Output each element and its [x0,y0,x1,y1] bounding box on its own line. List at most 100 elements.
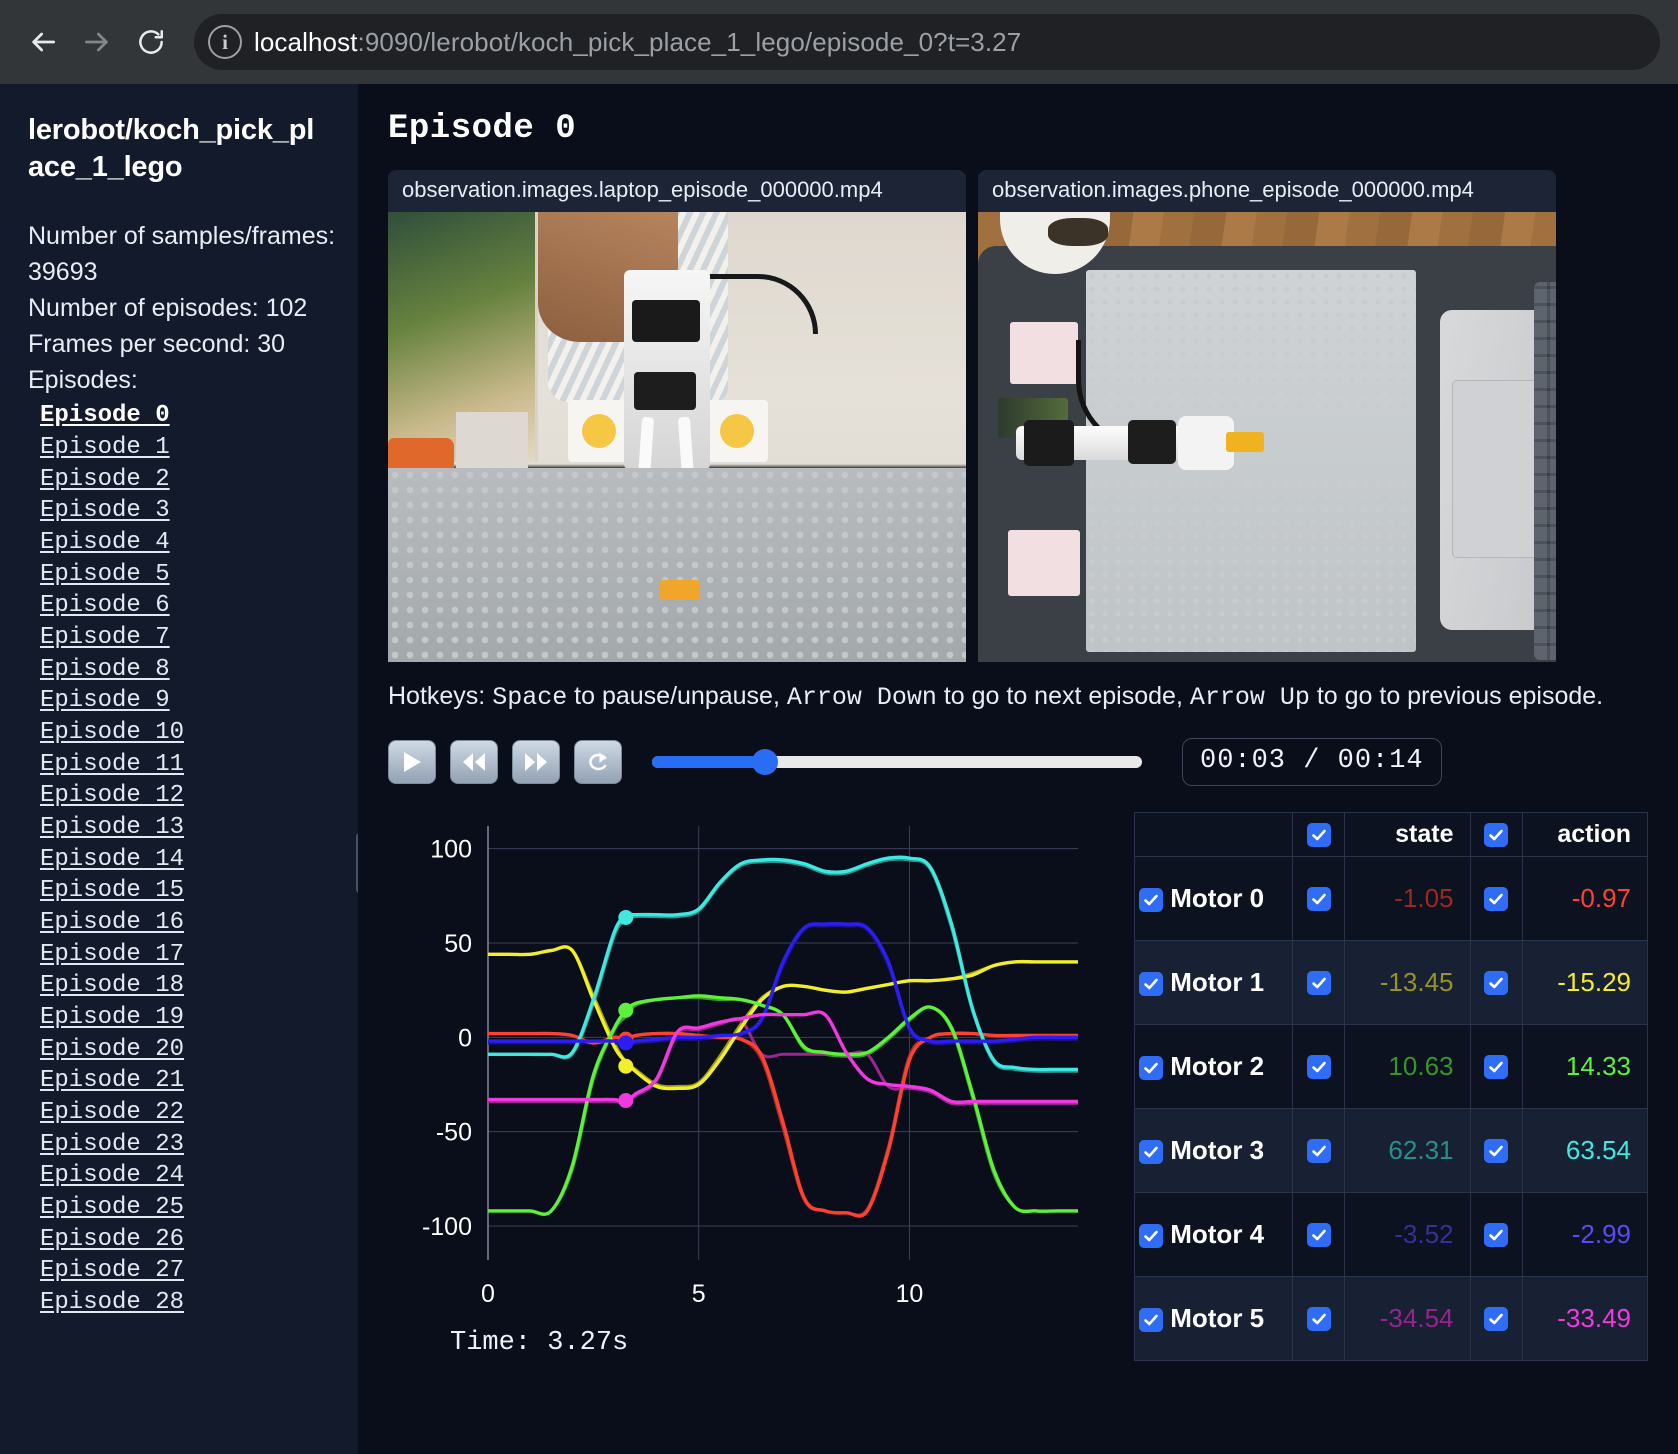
video-player-phone[interactable] [978,212,1556,662]
address-bar[interactable]: i localhost:9090/lerobot/koch_pick_place… [194,14,1660,70]
sidebar-item-episode-7[interactable]: Episode 7 [40,623,170,651]
play-button[interactable] [388,740,436,784]
motor-5-action-checkbox-cell[interactable] [1469,1276,1523,1361]
sidebar-item-episode-20[interactable]: Episode 20 [40,1035,185,1063]
sidebar-item-episode-24[interactable]: Episode 24 [40,1162,185,1190]
motor-4-state-checkbox[interactable] [1306,1222,1331,1247]
sidebar-resize-handle[interactable] [356,832,358,894]
motor-2-action-checkbox-cell[interactable] [1469,1024,1523,1109]
lego-baseplate [388,468,966,662]
table-row: Motor 4 -3.52 -2.99 [1134,1192,1648,1277]
sidebar-item-episode-18[interactable]: Episode 18 [40,972,185,1000]
y-axis-tick-label: 100 [430,836,472,864]
sidebar-item-episode-16[interactable]: Episode 16 [40,908,185,936]
motor-3-state-value: 62.31 [1344,1108,1471,1193]
sidebar-item-episode-9[interactable]: Episode 9 [40,687,170,715]
episode-list-item: Episode 26 [28,1224,358,1256]
motor-2-state-checkbox[interactable] [1306,1054,1331,1079]
motor-5-action-checkbox[interactable] [1484,1306,1508,1331]
motor-4-state-checkbox-cell[interactable] [1292,1192,1345,1277]
motor-0-checkbox[interactable] [1139,888,1163,913]
sidebar-item-episode-25[interactable]: Episode 25 [40,1194,185,1222]
sidebar-item-episode-4[interactable]: Episode 4 [40,528,170,556]
motor-4-action-checkbox-cell[interactable] [1469,1192,1523,1277]
motor-0-action-checkbox-cell[interactable] [1469,856,1523,941]
sidebar-item-episode-8[interactable]: Episode 8 [40,655,170,683]
motor-0-state-checkbox[interactable] [1306,886,1331,911]
fast-forward-button[interactable] [512,740,560,784]
motor-1-state-checkbox[interactable] [1306,970,1331,995]
action-column-checkbox[interactable] [1484,822,1508,847]
site-info-icon[interactable]: i [208,25,242,59]
motor-0-state-checkbox-cell[interactable] [1292,856,1345,941]
episode-list-item: Episode 12 [28,780,358,812]
motor-5-state-checkbox-cell[interactable] [1292,1276,1345,1361]
motor-2-checkbox[interactable] [1139,1056,1163,1081]
sidebar-item-episode-28[interactable]: Episode 28 [40,1289,185,1317]
motor-1-state-checkbox-cell[interactable] [1292,940,1345,1025]
motor-4-action-checkbox[interactable] [1484,1222,1508,1247]
hotkey-arrow-down: Arrow Down [786,683,937,712]
reload-button[interactable] [126,17,176,67]
sidebar-item-episode-13[interactable]: Episode 13 [40,813,185,841]
state-column-checkbox[interactable] [1306,822,1331,847]
sidebar-item-episode-6[interactable]: Episode 6 [40,592,170,620]
motor-row-label-cell: Motor 4 [1134,1192,1293,1277]
header-state-checkbox-cell[interactable] [1292,812,1345,857]
header-action-checkbox-cell[interactable] [1469,812,1523,857]
motor-5-state-checkbox[interactable] [1306,1306,1331,1331]
motor-3-action-checkbox[interactable] [1484,1138,1508,1163]
seek-bar[interactable] [652,749,1142,775]
series-line [488,1031,1078,1218]
video-card-phone: observation.images.phone_episode_000000.… [978,170,1556,662]
sidebar-item-episode-27[interactable]: Episode 27 [40,1257,185,1285]
fast-forward-icon [523,751,549,773]
sidebar-item-episode-5[interactable]: Episode 5 [40,560,170,588]
motor-3-checkbox[interactable] [1139,1140,1163,1165]
motor-3-action-checkbox-cell[interactable] [1469,1108,1523,1193]
sidebar-item-episode-19[interactable]: Episode 19 [40,1003,185,1031]
sidebar-item-episode-11[interactable]: Episode 11 [40,750,185,778]
video-player-laptop[interactable] [388,212,966,662]
motor-5-checkbox[interactable] [1139,1308,1163,1333]
motor-2-action-checkbox[interactable] [1484,1054,1508,1079]
seek-thumb[interactable] [751,749,778,775]
back-button[interactable] [18,17,68,67]
motor-0-action-checkbox[interactable] [1484,886,1508,911]
sidebar-item-episode-22[interactable]: Episode 22 [40,1099,185,1126]
episode-list-item: Episode 27 [28,1255,358,1287]
sidebar-item-episode-12[interactable]: Episode 12 [40,782,185,810]
motor-3-state-checkbox[interactable] [1306,1138,1331,1163]
robot-joint-1 [1024,420,1074,466]
sidebar-item-episode-17[interactable]: Episode 17 [40,940,185,968]
time-readout: Time: 3.27s [450,1328,629,1358]
sidebar-item-episode-21[interactable]: Episode 21 [40,1067,185,1095]
sidebar-item-episode-15[interactable]: Episode 15 [40,877,185,905]
motor-3-state-checkbox-cell[interactable] [1292,1108,1345,1193]
hotkeys-text-1: to pause/unpause, [567,682,787,710]
sidebar-item-episode-2[interactable]: Episode 2 [40,465,170,493]
motor-2-state-checkbox-cell[interactable] [1292,1024,1345,1109]
timeseries-chart[interactable]: 100 50 0 -50 -100 0 5 10 Time: 3.27s [388,808,1108,1361]
motor-1-action-checkbox-cell[interactable] [1469,940,1523,1025]
sidebar-item-episode-14[interactable]: Episode 14 [40,845,185,873]
loop-button[interactable] [574,740,622,784]
sidebar-item-episode-23[interactable]: Episode 23 [40,1130,185,1158]
motor-4-checkbox[interactable] [1139,1224,1163,1249]
series-line [488,921,1078,1045]
sidebar: lerobot/koch_pick_place_1_lego Number of… [0,84,358,1454]
sidebar-item-episode-10[interactable]: Episode 10 [40,718,185,746]
motor-1-action-checkbox[interactable] [1484,970,1508,995]
motor-table: state action Motor 0 -1.05 -0.97 Motor 1 -1… [1134,812,1648,1361]
motor-1-checkbox[interactable] [1139,972,1163,997]
rewind-button[interactable] [450,740,498,784]
sidebar-item-episode-0[interactable]: Episode 0 [40,402,170,430]
x-axis-tick-label: 10 [896,1280,924,1308]
forward-button[interactable] [72,17,122,67]
seek-track[interactable] [652,749,1142,775]
sidebar-item-episode-26[interactable]: Episode 26 [40,1225,185,1253]
episode-list-item: Episode 16 [28,907,358,939]
sidebar-item-episode-3[interactable]: Episode 3 [40,497,170,525]
episode-list-item: Episode 18 [28,970,358,1002]
sidebar-item-episode-1[interactable]: Episode 1 [40,433,170,461]
